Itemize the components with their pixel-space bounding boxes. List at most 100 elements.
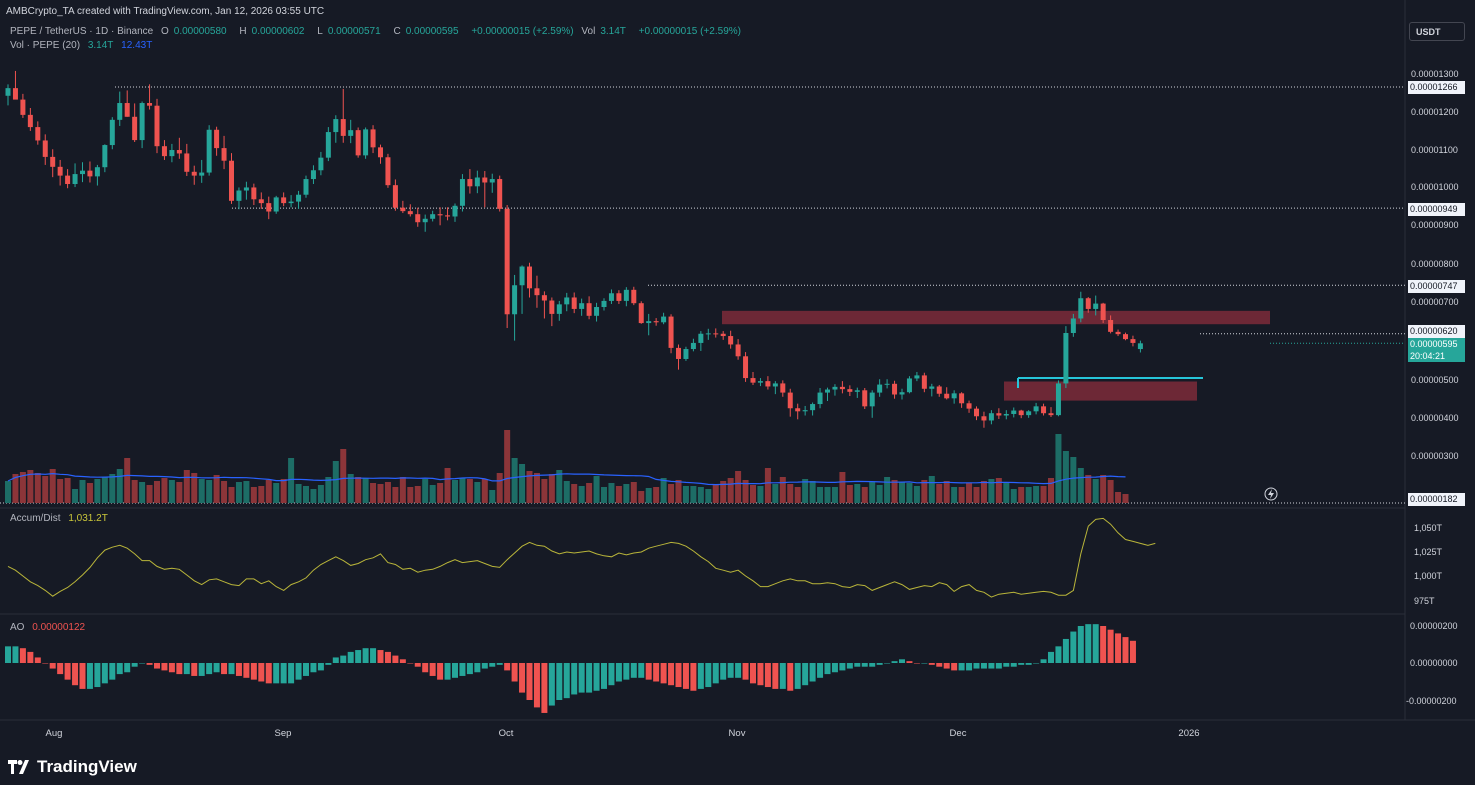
volume-bar (42, 476, 49, 503)
legend-accum-dist[interactable]: Accum/Dist 1,031.2T (10, 513, 113, 524)
candle-body (117, 103, 123, 120)
volume-bar (101, 477, 108, 503)
vol-value: 3.14T (600, 26, 626, 37)
ao-bar (496, 663, 503, 665)
candle-body (72, 174, 78, 185)
candle-body (564, 297, 570, 305)
ad-label: Accum/Dist (10, 513, 61, 524)
volume-indicator-label: Vol · PEPE (20) (10, 40, 81, 51)
volume-bar (228, 487, 235, 503)
volume-bar (109, 474, 116, 503)
ao-bar (1122, 637, 1129, 663)
volume-bar (377, 484, 384, 503)
time-tick-2026: 2026 (1178, 728, 1200, 739)
candle-body (482, 177, 488, 183)
volume-bar (563, 481, 570, 503)
volume-bar (720, 481, 727, 503)
candle-body (303, 179, 309, 195)
ao-bar (675, 663, 682, 688)
legend-volume[interactable]: Vol · PEPE (20) 3.14T 12.43T (10, 40, 157, 51)
volume-bar (235, 482, 242, 503)
close-value: 0.00000595 (405, 26, 459, 37)
volume-bar (198, 479, 205, 503)
change-value: +0.00000015 (+2.59%) (471, 26, 574, 37)
volume-bar (861, 487, 868, 503)
volume-bar (630, 482, 637, 503)
volume-bar (571, 484, 578, 503)
candle-body (988, 413, 994, 421)
price-tick: 0.00000300 (1411, 451, 1459, 461)
ao-bar (735, 663, 742, 678)
candle-body (616, 293, 622, 301)
volume-bar (474, 482, 481, 503)
volume-bar (466, 479, 473, 503)
candle-body (35, 127, 41, 141)
volume-bar (295, 484, 302, 503)
ao-bar (548, 663, 555, 706)
candle-body (415, 214, 421, 223)
ao-bar (511, 663, 518, 682)
legend-price: PEPE / TetherUS · 1D · Binance O 0.000005… (10, 26, 746, 37)
candle-body (862, 390, 868, 407)
ao-bar (474, 663, 481, 673)
tradingview-logo[interactable]: TradingView (8, 757, 137, 777)
candle-body (884, 383, 890, 385)
ao-bar (79, 663, 86, 689)
ao-bar (370, 648, 377, 663)
brand-name: TradingView (37, 757, 137, 776)
candle-body (214, 129, 220, 149)
volume-bar (340, 449, 347, 503)
ad-line (7, 517, 1156, 598)
price-tick: 0.00000900 (1411, 220, 1459, 230)
ao-bar (854, 663, 861, 667)
ao-bar (168, 663, 175, 673)
currency-button[interactable]: USDT (1409, 22, 1465, 41)
candle-body (87, 170, 93, 177)
ao-bar (951, 663, 958, 671)
volume-bar (541, 479, 548, 503)
ao-bar (891, 661, 898, 663)
ao-bar (235, 663, 242, 676)
ao-bar (839, 663, 846, 671)
ao-bar (682, 663, 689, 689)
candle-body (325, 132, 331, 158)
volume-bar (317, 485, 324, 503)
legend-ao[interactable]: AO 0.00000122 (10, 622, 90, 633)
volume-bar (206, 480, 213, 503)
volume-bar (824, 487, 831, 503)
volume-bar (809, 481, 816, 503)
volume-bar (943, 481, 950, 503)
close-label: C (393, 26, 401, 37)
candle-body (1093, 303, 1099, 309)
volume-bar (682, 486, 689, 503)
chart-header: AMBCrypto_TA created with TradingView.co… (6, 6, 325, 17)
volume-bar (384, 482, 391, 503)
ad-tick: 975T (1414, 596, 1435, 606)
candle-body (489, 179, 495, 183)
candle-body (1070, 318, 1076, 333)
ao-bar (869, 663, 876, 667)
last-price-value: 0.00000595 (1410, 339, 1458, 349)
price-tick: 0.00000400 (1411, 413, 1459, 423)
candle-body (839, 386, 845, 390)
volume-bar (854, 484, 861, 503)
ao-bar (5, 646, 11, 663)
candle-body (549, 300, 555, 314)
ao-bar (466, 663, 473, 675)
symbol-label[interactable]: PEPE / TetherUS · 1D · Binance (10, 26, 154, 37)
candle-body (959, 393, 965, 404)
ao-bar (183, 663, 190, 675)
volume-bar (831, 487, 838, 503)
candle-body (340, 119, 346, 136)
volume-bar (764, 468, 771, 503)
volume-bar (757, 486, 764, 503)
volume-bar (601, 487, 607, 503)
candle-body (206, 129, 212, 173)
candle-body (1048, 413, 1054, 416)
volume-bar (958, 487, 965, 503)
ao-bar (392, 655, 399, 663)
ao-bar (980, 663, 987, 669)
candle-body (310, 170, 316, 180)
ao-bar (1018, 663, 1025, 665)
